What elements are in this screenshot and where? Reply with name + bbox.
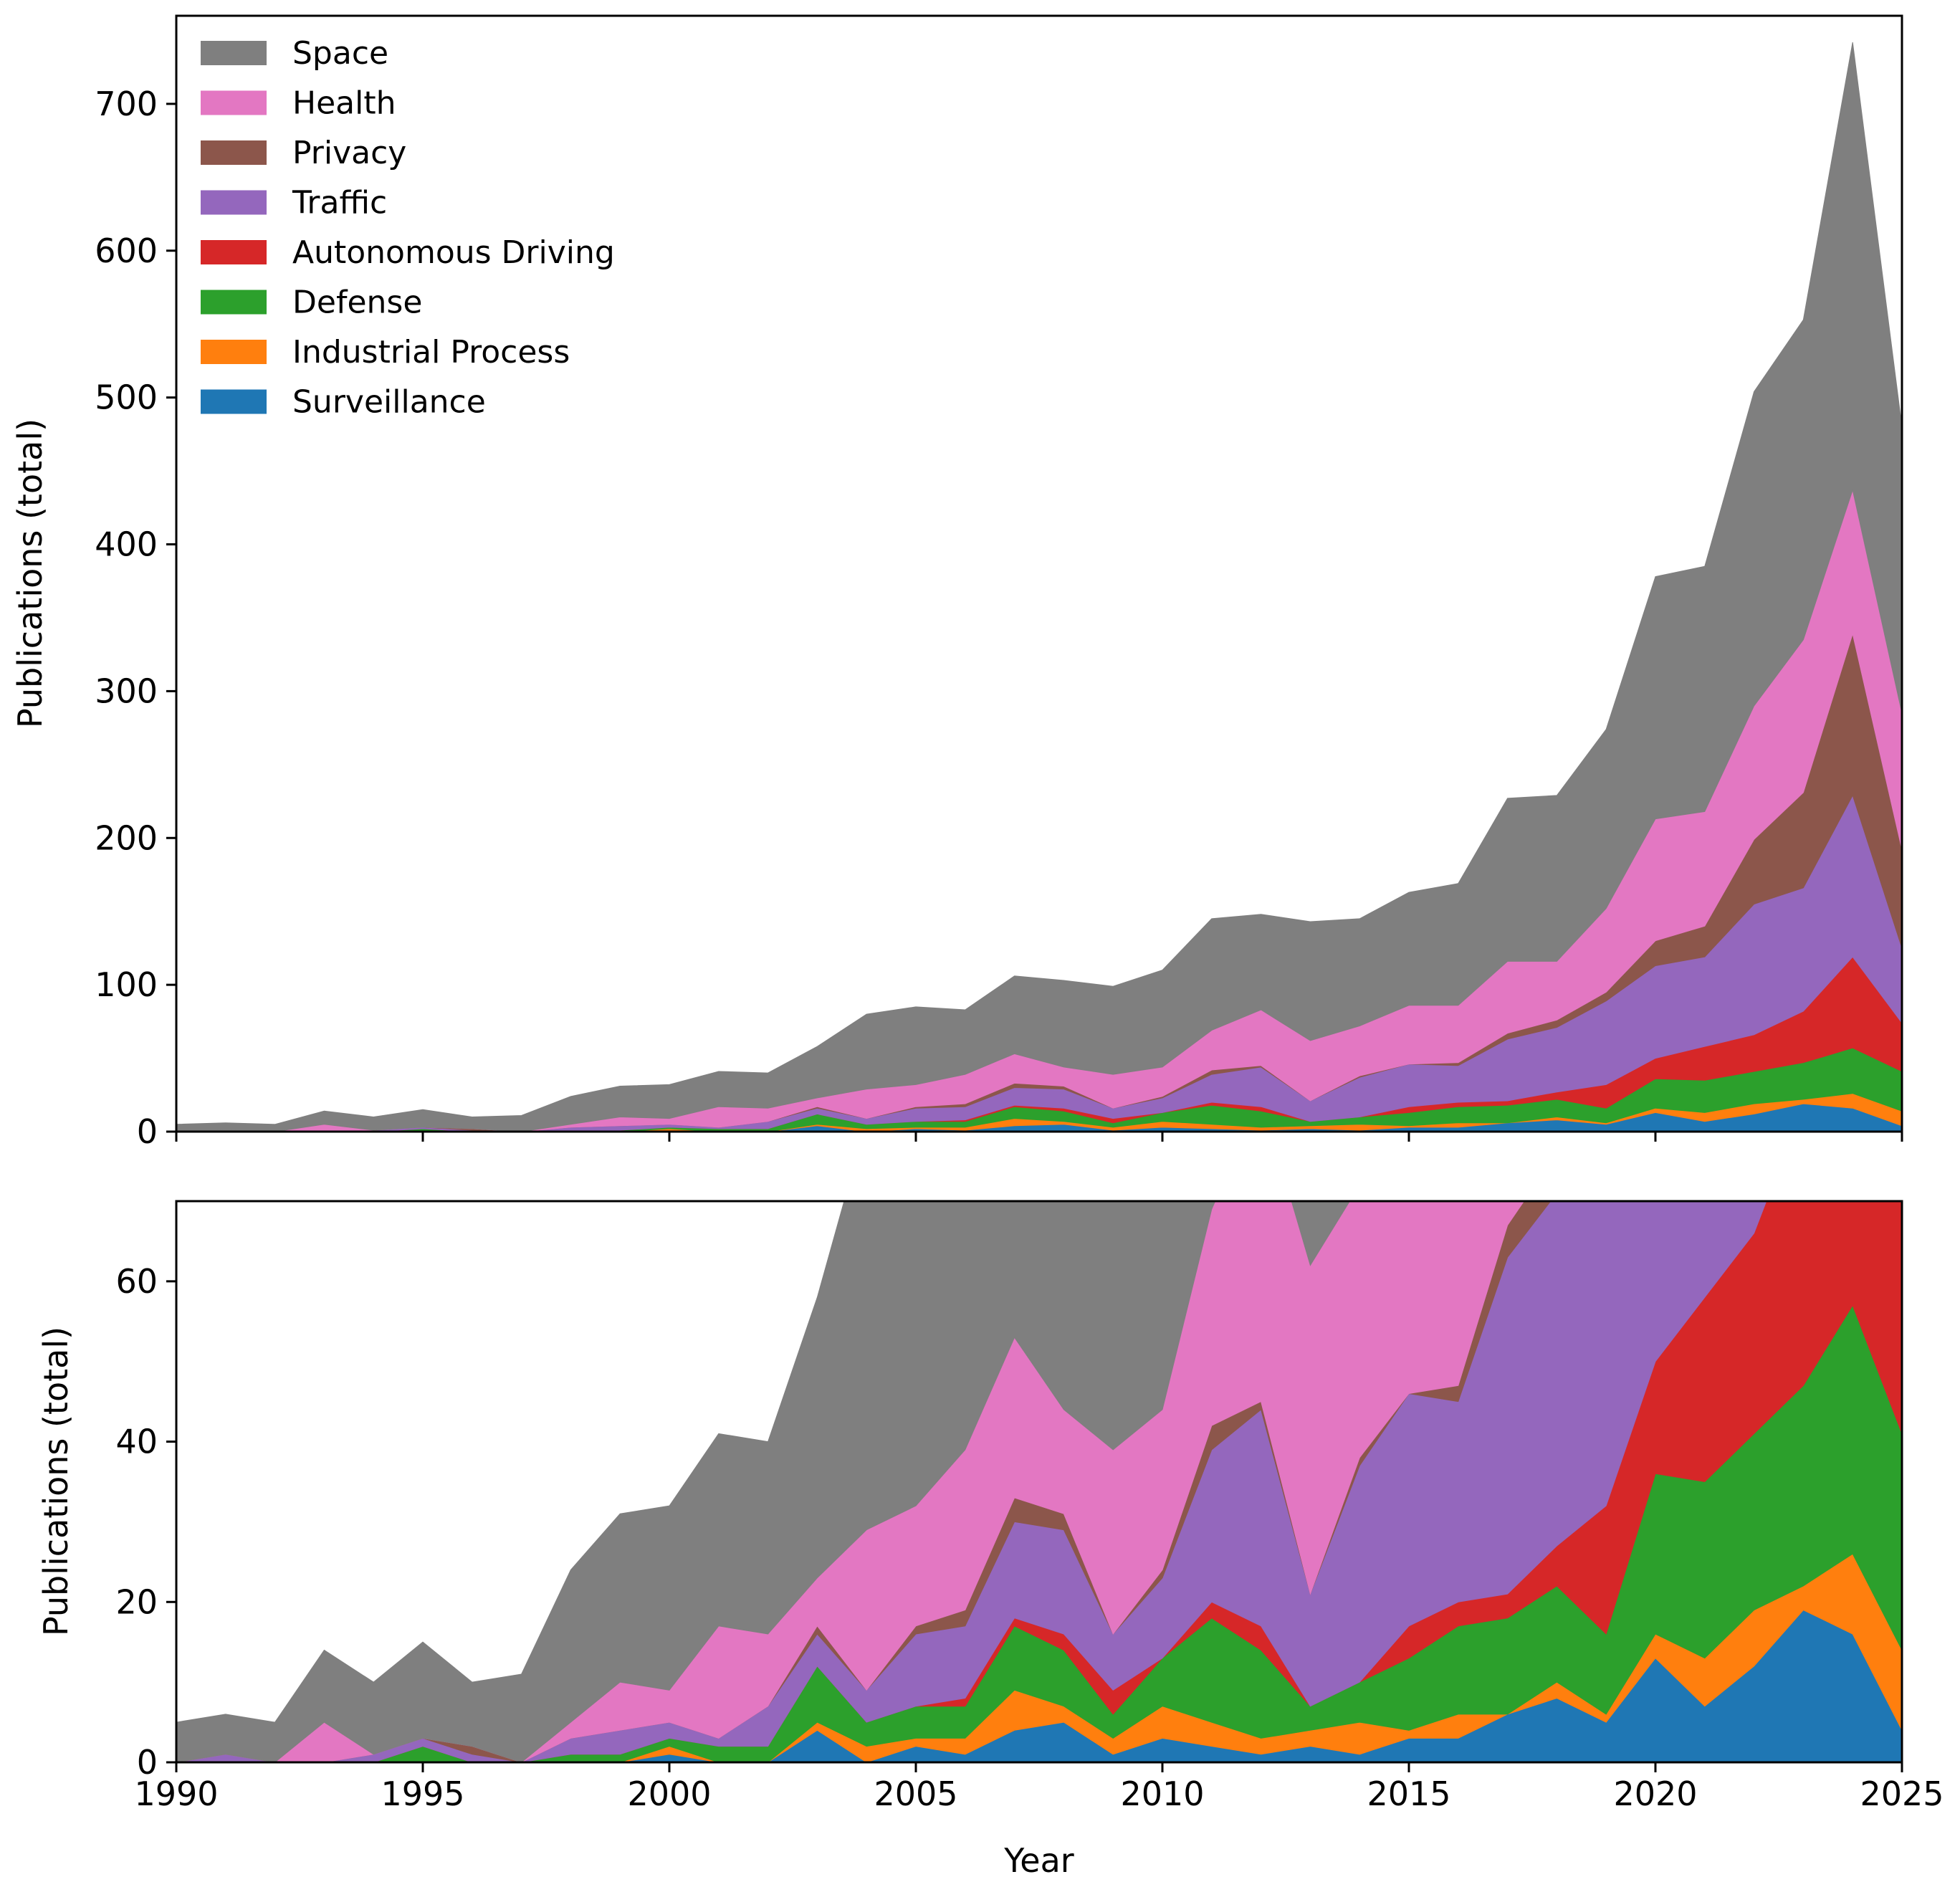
legend-swatch-traffic (201, 190, 267, 215)
x-tick-label: 1995 (381, 1774, 464, 1813)
x-tick-label: 2020 (1613, 1774, 1697, 1813)
legend-label-industrial-process: Industrial Process (292, 334, 570, 371)
legend-label-space: Space (292, 35, 388, 72)
legend-label-defense: Defense (292, 285, 422, 321)
top-y-tick-label: 200 (95, 818, 158, 857)
top-y-tick-label: 500 (95, 378, 158, 417)
legend-swatch-surveillance (201, 389, 267, 414)
top-x-axis-ticks (175, 1132, 1903, 1142)
legend-swatch-privacy (201, 140, 267, 165)
legend-swatch-industrial-process (201, 340, 267, 364)
x-tick-label: 1990 (134, 1774, 218, 1813)
x-tick-label: 2005 (874, 1774, 957, 1813)
bottom-panel-frame (175, 1200, 1903, 1764)
bottom-y-axis-label: Publications (total) (37, 1327, 75, 1636)
top-y-tick-label: 600 (95, 231, 158, 270)
legend-swatch-defense (201, 290, 267, 315)
top-y-tick-label: 300 (95, 672, 158, 710)
top-panel: 0 100 200 300 400 500 600 700 Publications (tot… (11, 14, 1903, 1151)
x-tick-label: 2000 (627, 1774, 711, 1813)
top-y-axis-label: Publications (total) (11, 419, 49, 728)
bot-area-space (176, 1201, 1351, 1762)
bot-y-tick-label: 40 (115, 1423, 158, 1461)
bot-y-tick-label: 0 (137, 1743, 158, 1782)
bottom-panel: 0 20 40 60 1990 1995 2000 2005 2010 2015 2020 2025… (37, 1200, 1944, 1880)
x-axis-label: Year (1003, 1841, 1074, 1880)
x-tick-label: 2025 (1860, 1774, 1944, 1813)
legend-label-surveillance: Surveillance (292, 384, 486, 421)
legend-label-autonomous-driving: Autonomous Driving (292, 234, 615, 271)
top-area-surveillance (176, 1103, 1902, 1132)
legend-label-privacy: Privacy (292, 135, 406, 171)
legend-label-traffic: Traffic (292, 185, 387, 221)
legend-swatch-autonomous-driving (201, 240, 267, 264)
legend-swatch-space (201, 41, 267, 65)
top-y-tick-label: 0 (137, 1112, 158, 1151)
top-area-space (176, 42, 1902, 1132)
top-panel-frame (175, 14, 1903, 1133)
bot-y-tick-label: 60 (115, 1262, 158, 1301)
bottom-x-axis-ticks: 1990 1995 2000 2005 2010 2015 2020 2025 (134, 1762, 1944, 1813)
x-tick-label: 2015 (1367, 1774, 1450, 1813)
legend: Space Health Privacy Traffic Autonomous Driv… (201, 35, 615, 421)
bottom-area-layers (176, 1201, 1902, 1762)
bottom-y-axis-ticks: 0 20 40 60 (115, 1262, 176, 1782)
bot-area-surveillance (176, 1609, 1902, 1762)
top-y-tick-label: 700 (95, 85, 158, 123)
top-y-tick-label: 100 (95, 965, 158, 1004)
bot-area-industrial-process (176, 1553, 1902, 1762)
legend-swatch-health (201, 90, 267, 115)
top-y-axis-ticks: 0 100 200 300 400 500 600 700 (95, 85, 176, 1151)
x-tick-label: 2010 (1120, 1774, 1204, 1813)
legend-label-health: Health (292, 85, 396, 122)
top-y-tick-label: 400 (95, 525, 158, 564)
top-area-industrial-process (176, 1093, 1902, 1132)
bot-y-tick-label: 20 (115, 1582, 158, 1621)
top-area-layers (176, 42, 1902, 1132)
